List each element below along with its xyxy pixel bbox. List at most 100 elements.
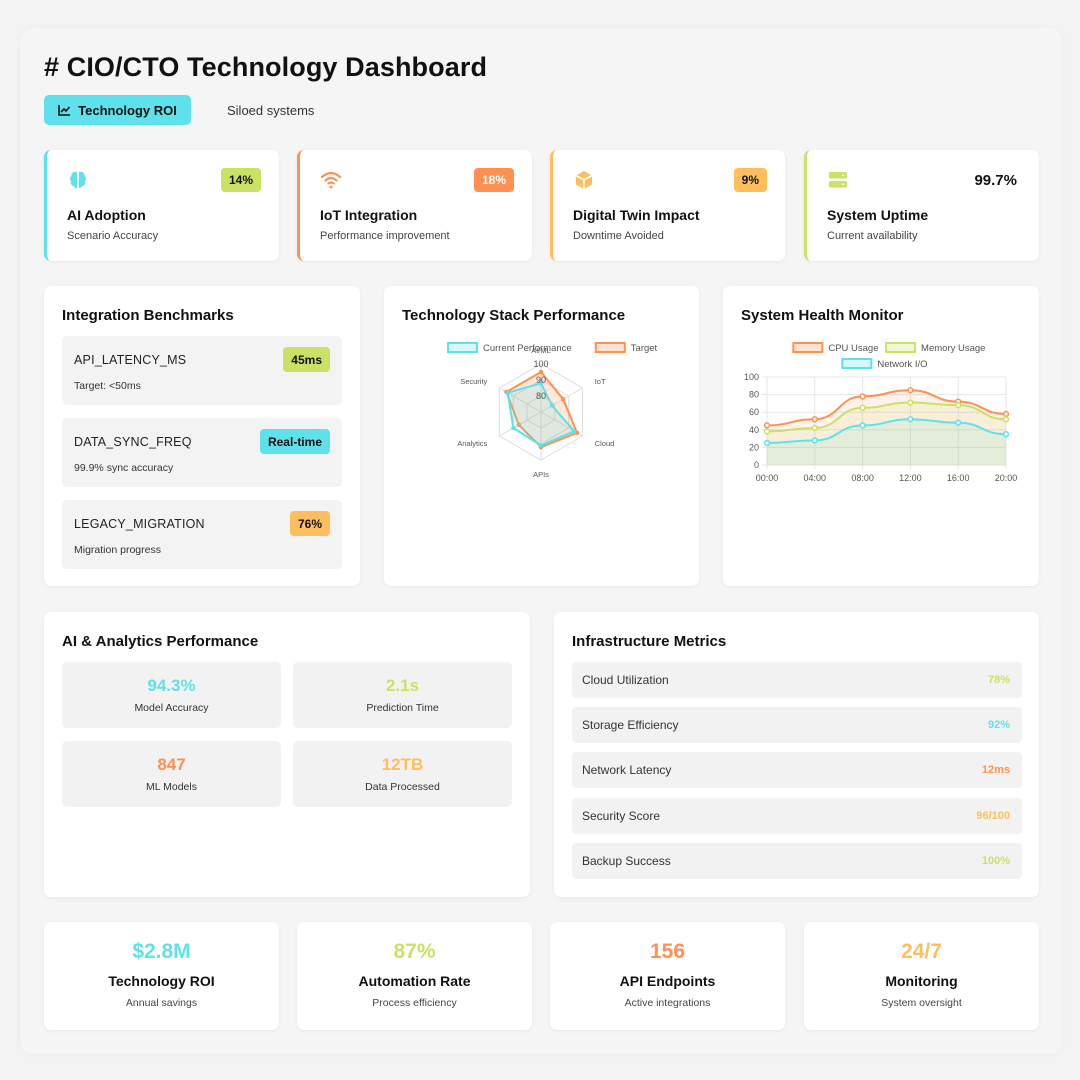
wifi-icon: [320, 171, 342, 189]
kpi-title: System Uptime: [827, 207, 929, 223]
benchmark-item: DATA_SYNC_FREQ 99.9% sync accuracy Real-…: [62, 418, 342, 487]
cube-icon: [575, 171, 593, 189]
panel-title: System Health Monitor: [741, 307, 904, 324]
series-point: [859, 422, 866, 429]
infra-label: Cloud Utilization: [582, 673, 669, 687]
series-point: [859, 404, 866, 411]
series-point: [1002, 416, 1010, 423]
y-tick-label: 80: [749, 390, 759, 400]
kpi-card-iot-integration: 18% IoT Integration Performance improvem…: [297, 150, 532, 261]
infra-label: Security Score: [582, 809, 661, 823]
benchmark-item: API_LATENCY_MS Target: <50ms 45ms: [62, 336, 342, 405]
legend-label: Target: [631, 343, 658, 354]
kpi-title: IoT Integration: [320, 207, 418, 223]
legend-swatch: [447, 342, 478, 353]
series-line: [766, 389, 1007, 427]
legend-label: Memory Usage: [921, 343, 985, 354]
x-tick-label: 08:00: [851, 473, 874, 483]
radar-point: [505, 390, 510, 395]
ai-metric: 94.3% Model Accuracy: [62, 662, 281, 728]
infra-value: 100%: [981, 855, 1010, 867]
radar-point: [572, 429, 577, 434]
summary-value: 24/7: [901, 940, 942, 963]
legend-swatch: [792, 342, 824, 353]
summary-card-monitoring: 24/7 Monitoring System oversight: [804, 922, 1039, 1030]
summary-card-roi: $2.8M Technology ROI Annual savings: [44, 922, 279, 1030]
line-chart-icon: [58, 105, 71, 116]
series-point: [811, 437, 818, 444]
radar-tick-label: 100: [533, 359, 548, 369]
summary-label: Technology ROI: [108, 973, 215, 989]
tech-stack-panel: Technology Stack Performance Current Per…: [384, 286, 699, 586]
summary-label: API Endpoints: [619, 973, 716, 989]
x-tick-label: 04:00: [804, 473, 827, 483]
kpi-value-badge: 14%: [220, 168, 261, 192]
series-point: [811, 424, 818, 432]
radar-axis-label: Security: [460, 377, 487, 386]
summary-value: 87%: [393, 940, 436, 963]
ai-metric-value: 847: [157, 755, 186, 774]
integration-benchmarks-panel: Integration Benchmarks API_LATENCY_MS Ta…: [44, 286, 360, 586]
infra-row: Security Score 96/100: [572, 798, 1022, 834]
radar-point: [516, 422, 522, 427]
ai-metric-value: 94.3%: [147, 676, 196, 695]
summary-value: 156: [649, 940, 686, 963]
kpi-value: 99.7%: [974, 172, 1017, 189]
summary-sub: Annual savings: [125, 997, 198, 1009]
infra-value: 92%: [987, 719, 1010, 731]
ai-metric-label: Data Processed: [365, 781, 440, 793]
series-point: [955, 419, 962, 426]
ai-metric: 12TB Data Processed: [293, 741, 512, 807]
infra-row: Storage Efficiency 92%: [572, 707, 1022, 743]
tab-technology-roi[interactable]: Technology ROI: [44, 95, 191, 125]
ai-analytics-panel: AI & Analytics Performance 94.3% Model A…: [44, 612, 530, 897]
kpi-subtitle: Current availability: [827, 230, 918, 242]
panel-title: AI & Analytics Performance: [62, 633, 259, 650]
series-point: [859, 393, 866, 400]
summary-sub: System oversight: [881, 997, 962, 1009]
series-point: [1002, 431, 1010, 438]
series-area: [767, 390, 1006, 465]
y-tick-label: 0: [754, 460, 759, 470]
x-tick-label: 16:00: [947, 473, 970, 483]
radar-axis-label: APIs: [533, 470, 549, 479]
radar-point: [538, 443, 544, 448]
radar-axis-label: Analytics: [457, 439, 487, 448]
infra-label: Backup Success: [582, 854, 671, 868]
ai-metric-label: ML Models: [146, 781, 197, 793]
radar-tick-label: 80: [536, 391, 546, 401]
radar-point: [511, 425, 516, 431]
summary-sub: Active integrations: [624, 997, 711, 1009]
page-title: # CIO/CTO Technology Dashboard: [44, 52, 488, 82]
benchmark-sub: Target: <50ms: [74, 380, 141, 392]
ai-metric-value: 2.1s: [385, 676, 420, 695]
kpi-title: AI Adoption: [67, 207, 146, 223]
ai-metric-label: Prediction Time: [366, 702, 439, 714]
benchmark-name: API_LATENCY_MS: [74, 353, 187, 367]
panel-title: Technology Stack Performance: [402, 307, 626, 324]
series-point: [763, 439, 771, 447]
benchmark-name: LEGACY_MIGRATION: [74, 517, 205, 531]
tab-siloed-systems[interactable]: Siloed systems: [227, 102, 315, 118]
radar-axis-label: IoT: [595, 377, 606, 386]
kpi-subtitle: Performance improvement: [320, 230, 450, 242]
benchmark-badge: 45ms: [283, 347, 330, 372]
legend-swatch: [594, 342, 626, 353]
radar-chart: Current Performance Target 80 90 100 AI/ML IoT…: [447, 342, 658, 479]
benchmark-badge: 76%: [289, 511, 330, 536]
series-point: [1002, 410, 1010, 418]
kpi-subtitle: Downtime Avoided: [573, 230, 664, 242]
series-line: [766, 401, 1007, 433]
infra-label: Storage Efficiency: [582, 718, 679, 732]
legend-label: Network I/O: [877, 359, 927, 370]
server-icon: [829, 172, 847, 188]
infra-row: Network Latency 12ms: [572, 752, 1022, 788]
kpi-title: Digital Twin Impact: [573, 207, 700, 223]
kpi-value-badge: 18%: [473, 168, 514, 192]
kpi-card-digital-twin: 9% Digital Twin Impact Downtime Avoided: [550, 150, 785, 261]
kpi-card-system-uptime: 99.7% System Uptime Current availability: [804, 150, 1039, 261]
summary-card-automation: 87% Automation Rate Process efficiency: [297, 922, 532, 1030]
benchmark-item: LEGACY_MIGRATION Migration progress 76%: [62, 500, 342, 569]
ai-metric-value: 12TB: [381, 755, 424, 774]
x-tick-label: 20:00: [995, 473, 1018, 483]
